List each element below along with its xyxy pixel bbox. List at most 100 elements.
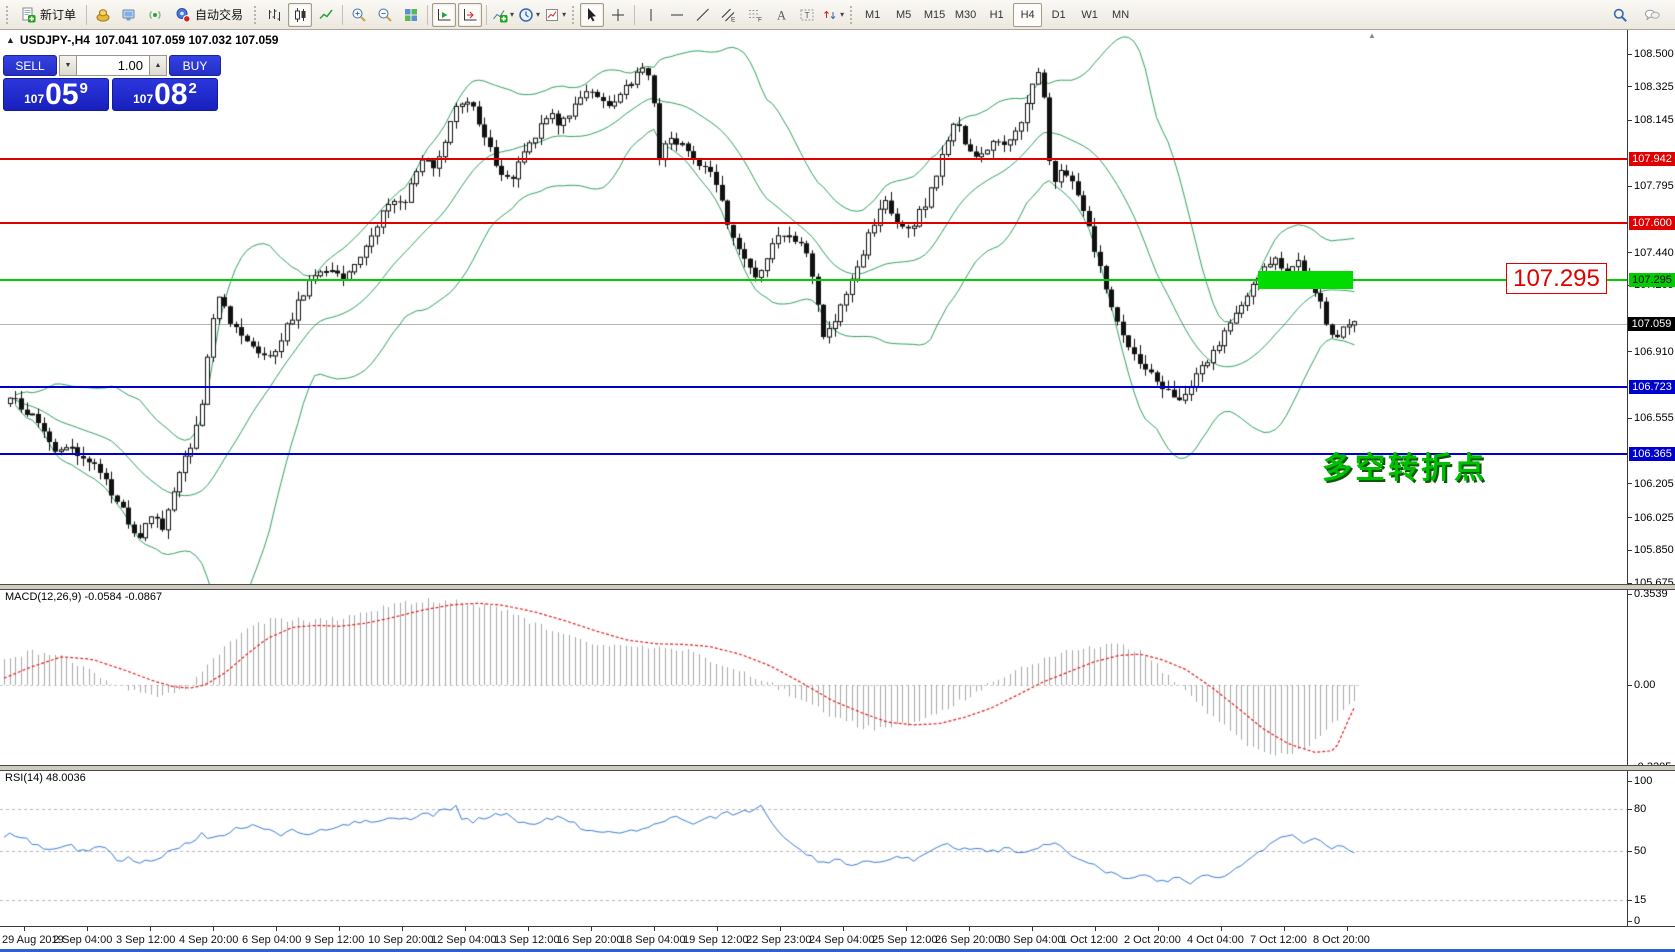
horizontal-line-object[interactable] (0, 385, 1627, 388)
toolbar-separator (427, 4, 429, 25)
time-axis-label: 9 Sep 12:00 (305, 934, 365, 946)
volume-decrease-button[interactable]: ▼ (59, 55, 77, 76)
volume-stepper: ▼ 1.00 ▲ (59, 55, 167, 76)
timeframe-m30-button[interactable]: M30 (954, 8, 977, 21)
volume-input[interactable]: 1.00 (77, 55, 149, 76)
fibo-icon: F (747, 7, 763, 23)
timeframe-m5-button[interactable]: M5 (895, 8, 912, 21)
search-button[interactable] (1608, 3, 1632, 27)
time-axis-tick (1158, 927, 1159, 931)
label-icon: T (799, 7, 815, 23)
timeframe-d1-button[interactable]: D1 (1051, 8, 1066, 21)
candlestick-chart-button[interactable] (288, 2, 313, 27)
indicators-icon (492, 7, 508, 23)
price-axis-tick: 106.205 (1627, 477, 1675, 491)
time-axis-label: 7 Oct 12:00 (1250, 934, 1307, 946)
sell-button[interactable]: SELL (3, 55, 57, 76)
chart-shift-button[interactable] (458, 2, 483, 27)
svg-text:E: E (731, 16, 736, 23)
signals-button[interactable] (143, 3, 167, 27)
zoom-in-button[interactable] (347, 3, 371, 27)
periods-button[interactable]: ▾ (517, 3, 541, 27)
horizontal-line-object[interactable] (0, 221, 1627, 224)
indicators-button[interactable]: ▾ (491, 3, 515, 27)
sell-price-display[interactable]: 107 05 9 (3, 78, 109, 111)
channel-button[interactable]: E (717, 3, 741, 27)
tile-windows-button[interactable] (399, 3, 423, 27)
ohlc-values: 107.041 107.059 107.032 107.059 (94, 33, 279, 47)
time-axis-tick (276, 927, 277, 931)
shapes-button[interactable]: ▾ (821, 3, 845, 27)
timeframe-h4-button[interactable]: H4 (1013, 2, 1043, 27)
horizontal-line-object[interactable] (0, 157, 1627, 160)
time-axis-tick (780, 927, 781, 931)
rsi-axis-tick: 100 (1627, 774, 1652, 788)
timeframe-m1-button[interactable]: M1 (864, 8, 881, 21)
price-callout-textbox[interactable]: 107.295 (1506, 263, 1607, 294)
timeframe-m15-button[interactable]: M15 (923, 8, 946, 21)
line-chart-button[interactable] (314, 3, 338, 27)
horizontal-line-object[interactable] (0, 278, 1627, 281)
text-icon: A (773, 7, 789, 23)
new-order-button[interactable]: 新订单 (14, 3, 82, 27)
time-axis-label: 6 Sep 04:00 (242, 934, 302, 946)
volume-increase-button[interactable]: ▲ (149, 55, 167, 76)
macd-panel-resizer[interactable] (0, 584, 1675, 590)
toolbar-separator (86, 4, 88, 25)
collapse-triangle-icon[interactable]: ▲ (6, 35, 15, 45)
time-axis-label: 30 Sep 04:00 (998, 934, 1064, 946)
timeframe-w1-button[interactable]: W1 (1081, 8, 1098, 21)
periods-button-dropdown-caret[interactable]: ▾ (536, 10, 541, 19)
time-axis-label: 26 Sep 20:00 (935, 934, 1001, 946)
bar-chart-button[interactable] (262, 3, 286, 27)
timeframe-h1-button[interactable]: H1 (989, 8, 1004, 21)
chat-button[interactable] (1640, 3, 1664, 27)
horizontal-line-button[interactable] (665, 3, 689, 27)
time-axis-tick (717, 927, 718, 931)
time-axis-label: 16 Sep 20:00 (557, 934, 623, 946)
templates-button[interactable]: ▾ (543, 3, 567, 27)
fibonacci-button[interactable]: F (743, 3, 767, 27)
chart-shift-marker-icon[interactable]: ▲ (1368, 31, 1376, 40)
price-axis-tick: 105.850 (1627, 543, 1675, 557)
shapes-button-dropdown-caret[interactable]: ▾ (840, 10, 845, 19)
time-axis-label: 2 Oct 20:00 (1124, 934, 1181, 946)
zoom-out-button[interactable] (373, 3, 397, 27)
vertical-line-button[interactable] (639, 3, 663, 27)
buy-price-display[interactable]: 107 08 2 (112, 78, 218, 111)
time-axis-tick (150, 927, 151, 931)
crosshair-button[interactable] (606, 3, 630, 27)
cursor-button[interactable] (580, 2, 605, 27)
profile-button[interactable] (91, 3, 115, 27)
time-axis-tick (87, 927, 88, 931)
trendline-button[interactable] (691, 3, 715, 27)
turning-point-annotation[interactable]: 多空转折点 (1322, 452, 1487, 485)
line-price-label: 107.600 (1629, 215, 1675, 230)
auto-scroll-button[interactable] (432, 2, 457, 27)
buy-button[interactable]: BUY (169, 55, 221, 76)
text-button[interactable]: A (769, 3, 793, 27)
terminal-button[interactable] (117, 3, 141, 27)
rsi-axis-tick: 0 (1627, 914, 1640, 928)
rsi-indicator-canvas[interactable] (0, 770, 1627, 926)
main-chart-canvas[interactable] (0, 30, 1627, 584)
line-price-label: 107.942 (1629, 151, 1675, 166)
time-axis-tick (654, 927, 655, 931)
macd-axis-tick: 0.00 (1627, 678, 1655, 692)
macd-indicator-canvas[interactable] (0, 589, 1627, 765)
svg-text:F: F (758, 16, 762, 23)
time-axis-tick (1347, 927, 1348, 931)
price-axis-tick: 106.910 (1627, 345, 1675, 359)
rsi-panel-resizer[interactable] (0, 765, 1675, 771)
channel-icon: E (721, 7, 737, 23)
label-button[interactable]: T (795, 3, 819, 27)
profile-icon (95, 7, 111, 23)
highlight-rectangle[interactable] (1258, 271, 1353, 290)
autotrading-button[interactable]: 自动交易 (169, 3, 249, 27)
horizontal-line-object[interactable] (0, 452, 1627, 455)
indicators-button-dropdown-caret[interactable]: ▾ (510, 10, 515, 19)
templates-button-dropdown-caret[interactable]: ▾ (562, 10, 567, 19)
timeframe-mn-button[interactable]: MN (1112, 8, 1130, 21)
buy-price-handle: 107 (133, 92, 154, 106)
time-axis-label: 19 Sep 12:00 (683, 934, 749, 946)
